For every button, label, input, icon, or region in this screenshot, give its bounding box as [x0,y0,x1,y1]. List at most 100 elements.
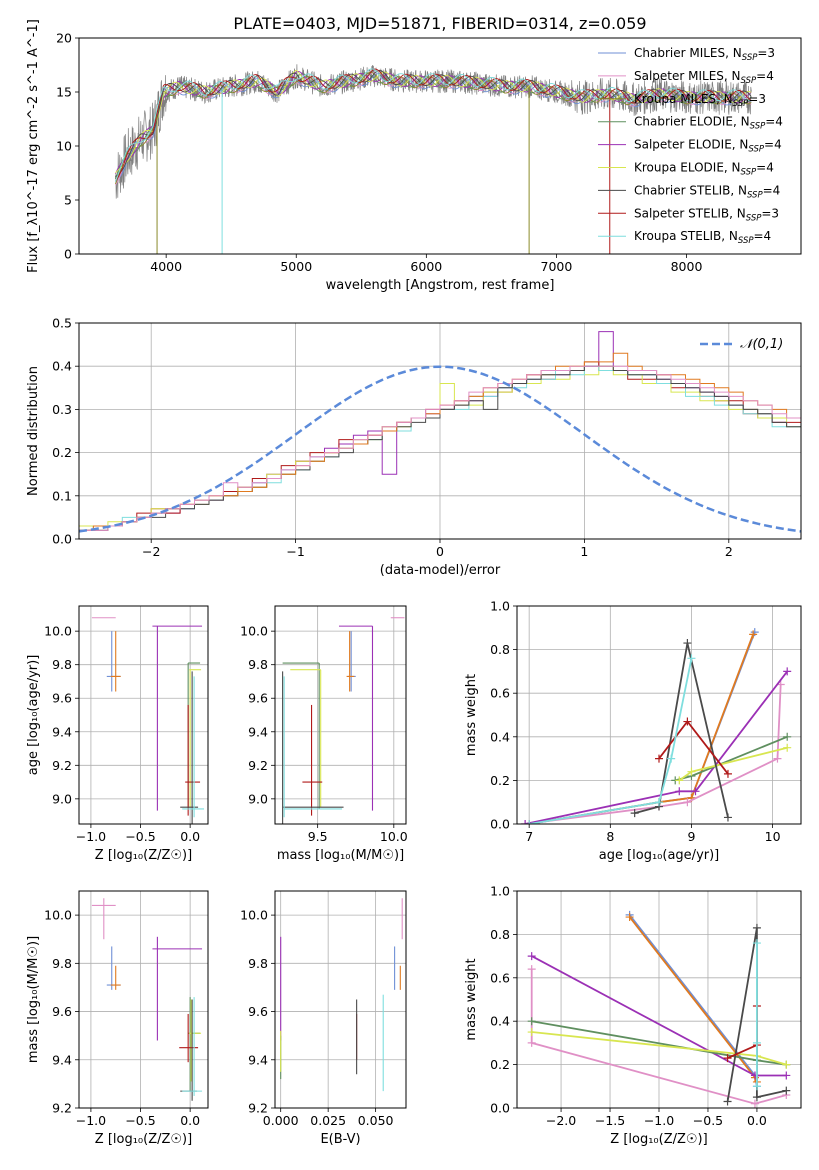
y-tick-label: 10.0 [44,624,72,639]
axes-frame [274,890,407,1109]
y-tick-label: 9.6 [248,1004,268,1019]
weight-marker [750,1099,759,1108]
spectrum-panel: 4000 5000 6000 7000 8000 0 5 10 15 20 wavelength [… [26,19,802,293]
x-axis-label: age [log₁₀(age/yr)] [599,848,720,863]
y-tick-label: 9.8 [52,956,72,971]
legend-label: Chabrier STELIB, NSSP=4 [634,183,780,200]
y-tick-label: 0.4 [52,359,72,374]
x-tick-label: −1.0 [644,1113,674,1128]
error-bar-point [182,676,205,818]
legend-label: Kroupa MILES, NSSP=3 [634,92,766,109]
weight-marker [630,809,639,818]
axes-frame [78,890,209,1109]
axes-frame [516,890,802,1109]
error-bar-point [346,631,355,692]
x-axis-label: Z [log₁₀(Z/Z☉)] [95,848,192,863]
y-tick-label: 0.0 [52,532,72,547]
error-bar-point [179,1013,199,1063]
weight-marker [687,654,696,663]
x-axis-label: E(B-V) [320,1132,360,1147]
weight-line [634,642,729,818]
x-tick-label: −1.0 [76,829,106,844]
weight-marker [527,952,536,961]
age-vs-Z-panel: −1.0 −0.5 0.0 9.0 9.2 9.4 9.6 9.8 10.0 Z [log₁₀(Z… [26,605,209,863]
x-axis-label: mass [log₁₀(M/M☉)] [277,848,404,863]
weight-line [678,746,788,782]
weight-marker [752,1082,761,1091]
weight-marker [527,965,536,974]
y-tick-label: 10.0 [240,908,268,923]
error-bar-point [180,671,199,824]
weight-line [529,658,693,824]
legend-label: Chabrier MILES, NSSP=3 [634,46,775,63]
weight-marker [521,820,530,824]
spectrum-model-line [115,69,752,174]
weight-marker [655,798,663,807]
x-tick-label: 9 [687,829,695,844]
weight-marker [723,1097,732,1106]
weight-line [530,969,787,1105]
weight-marker [723,813,732,822]
weight-marker [782,1060,791,1069]
y-tick-label: 0.5 [52,316,72,331]
weight-vs-Z-panel: −2.0 −1.5 −1.0 −0.5 0.0 0.0 0.2 0.4 0.6 0.8 1.0 Z [… [464,884,802,1147]
weight-marker [749,630,758,639]
y-tick-label: 0.1 [52,488,72,503]
weight-marker [723,769,732,778]
y-axis-label: mass weight [464,674,479,756]
weight-marker [625,913,634,922]
weight-marker [752,1093,761,1102]
weight-marker [655,754,663,763]
weight-marker [783,732,792,741]
weight-line [524,670,788,824]
y-axis-label: mass weight [464,958,479,1040]
legend-label: Salpeter MILES, NSSP=4 [634,69,774,86]
y-tick-label: 9.8 [248,956,268,971]
error-bar-point [283,676,343,818]
weight-marker [691,787,700,796]
x-tick-label: 0.000 [263,1113,299,1128]
x-tick-label: 7000 [541,259,573,274]
y-tick-label: 9.4 [52,724,72,739]
x-tick-label: 10 [765,829,781,844]
y-tick-label: 0.8 [490,927,510,942]
x-tick-label: 0 [436,544,444,559]
x-tick-label: 1 [580,544,588,559]
x-tick-label: 8000 [671,259,703,274]
normal-curve [79,365,801,533]
x-tick-label: 0.0 [747,1113,767,1128]
x-tick-label: −1.0 [76,1113,106,1128]
histogram-step [79,352,801,539]
axes-frame [78,322,802,540]
weight-marker [675,776,684,785]
x-tick-label: 5000 [280,259,312,274]
y-tick-label: 0.6 [490,970,510,985]
y-tick-label: 0.8 [490,642,510,657]
error-bar-point [106,631,121,692]
y-tick-label: 9.4 [248,1052,268,1067]
x-tick-label: 10.0 [380,829,408,844]
axes-frame [78,37,802,255]
weight-marker [687,767,696,776]
y-tick-label: 9.2 [52,758,72,773]
y-tick-label: 9.6 [52,691,72,706]
y-tick-label: 1.0 [490,884,510,899]
spectrum-model-line [114,72,752,179]
legend-label: Salpeter ELODIE, NSSP=4 [634,138,782,155]
x-tick-label: 8 [606,829,614,844]
y-tick-label: 0.2 [490,1057,510,1072]
y-tick-label: 9.6 [52,1004,72,1019]
y-tick-label: 9.2 [248,758,268,773]
x-tick-label: 2 [725,544,733,559]
legend-label: Kroupa STELIB, NSSP=4 [634,229,771,246]
y-tick-label: 0.2 [490,773,510,788]
spectrum-legend: Chabrier MILES, NSSP=3 Salpeter MILES, NS… [598,46,783,246]
y-axis-label: Flux [f_λ10^-17 erg cm^-2 s^-1 A^-1] [26,19,41,273]
spectrum-model-line [114,68,752,182]
spectrum-model-line [115,68,752,182]
age-vs-mass-panel: 9.5 10.0 9.0 9.2 9.4 9.6 9.8 10.0 mass [log₁₀(M/… [240,605,408,863]
y-tick-label: 10 [56,139,72,154]
error-bar-point [91,898,116,940]
